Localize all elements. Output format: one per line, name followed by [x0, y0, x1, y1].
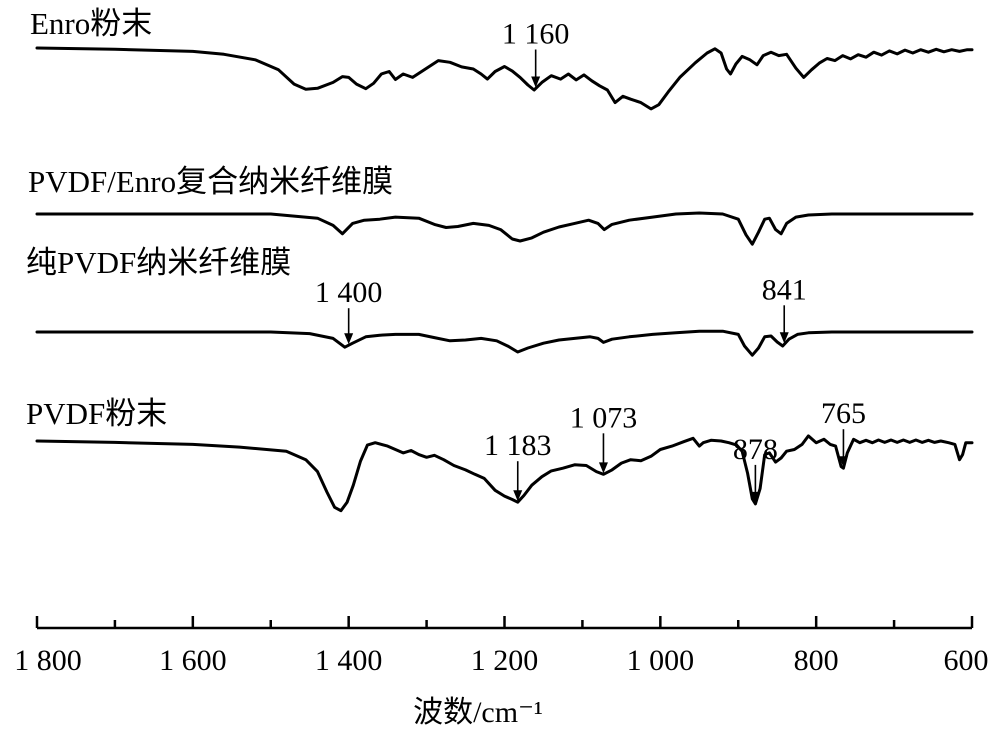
series-line-enro-powder: [35, 46, 974, 111]
peak-label: 1 160: [502, 17, 570, 50]
peak-arrow-head: [513, 490, 523, 502]
peak-label: 878: [733, 433, 778, 466]
peak-arrow-head: [750, 491, 760, 503]
x-tick-label: 1 600: [159, 644, 227, 677]
peak-annotation-1400: 1 400: [315, 276, 383, 345]
peak-label: 1 400: [315, 276, 383, 309]
series-line-pvdf-powder: [35, 434, 974, 513]
peak-annotation-841: 841: [762, 273, 807, 344]
series-line-pure-pvdf-membrane: [35, 329, 974, 357]
peak-annotation-1183: 1 183: [484, 429, 552, 502]
x-tick-label: 800: [794, 644, 839, 677]
x-axis-title: 波数/cm⁻¹: [413, 696, 543, 729]
spectra-curves: [35, 46, 974, 513]
peak-arrow-head: [531, 76, 541, 88]
peak-arrow-head: [344, 333, 354, 345]
peak-annotations: 1 160 1 400 841 1 183 1 073 878 765: [315, 17, 866, 503]
x-axis: 1 800 1 600 1 400 1 200 1 000 800 600 波数/cm⁻¹: [14, 616, 989, 729]
peak-label: 1 183: [484, 429, 552, 462]
peak-arrow-head: [598, 462, 608, 474]
peak-annotation-765: 765: [821, 397, 866, 468]
peak-arrow-head: [838, 456, 848, 468]
x-tick-label: 1 400: [315, 644, 383, 677]
series-label-composite-membrane: PVDF/Enro复合纳米纤维膜: [28, 164, 393, 199]
peak-arrow-head: [779, 332, 789, 344]
x-axis-ticks: 1 800 1 600 1 400 1 200 1 000 800 600: [14, 616, 989, 677]
series-line-composite-membrane: [35, 211, 974, 246]
peak-label: 841: [762, 273, 807, 306]
series-label-enro-powder: Enro粉末: [30, 6, 152, 41]
peak-annotation-1160: 1 160: [502, 17, 570, 88]
series-label-pvdf-powder: PVDF粉末: [26, 396, 167, 431]
peak-label: 765: [821, 397, 866, 430]
series-label-pure-pvdf-membrane: 纯PVDF纳米纤维膜: [26, 245, 291, 280]
x-tick-label: 600: [944, 644, 989, 677]
x-tick-label: 1 200: [471, 644, 539, 677]
series-labels: Enro粉末 PVDF/Enro复合纳米纤维膜 纯PVDF纳米纤维膜 PVDF粉…: [26, 6, 393, 431]
peak-annotation-878: 878: [733, 433, 778, 503]
x-tick-label: 1 000: [627, 644, 695, 677]
x-tick-label: 1 800: [14, 644, 82, 677]
peak-annotation-1073: 1 073: [570, 401, 638, 474]
peak-label: 1 073: [570, 401, 638, 434]
